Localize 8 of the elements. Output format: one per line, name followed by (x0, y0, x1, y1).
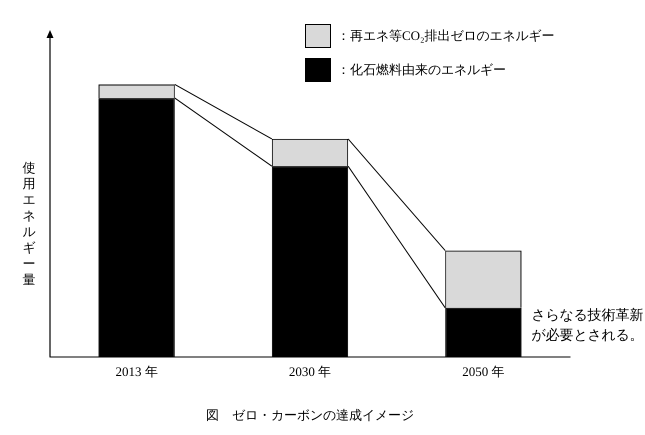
y-axis-title: 使用エネルギー量 (22, 160, 36, 288)
x-tick-label: 2030 年 (288, 364, 332, 380)
text: 図 ゼロ・カーボンの達成イメージ (206, 408, 414, 423)
annotation: さらなる技術革新が必要とされる。 (531, 307, 644, 344)
legend-label: ：再エネ等CO₂排出ゼロのエネルギー (337, 27, 555, 45)
x-tick-label: 2013 年 (116, 364, 158, 380)
x-tick-label: 2050 年 (462, 364, 504, 380)
legend-label: ：化石燃料由来のエネルギー (337, 61, 506, 79)
